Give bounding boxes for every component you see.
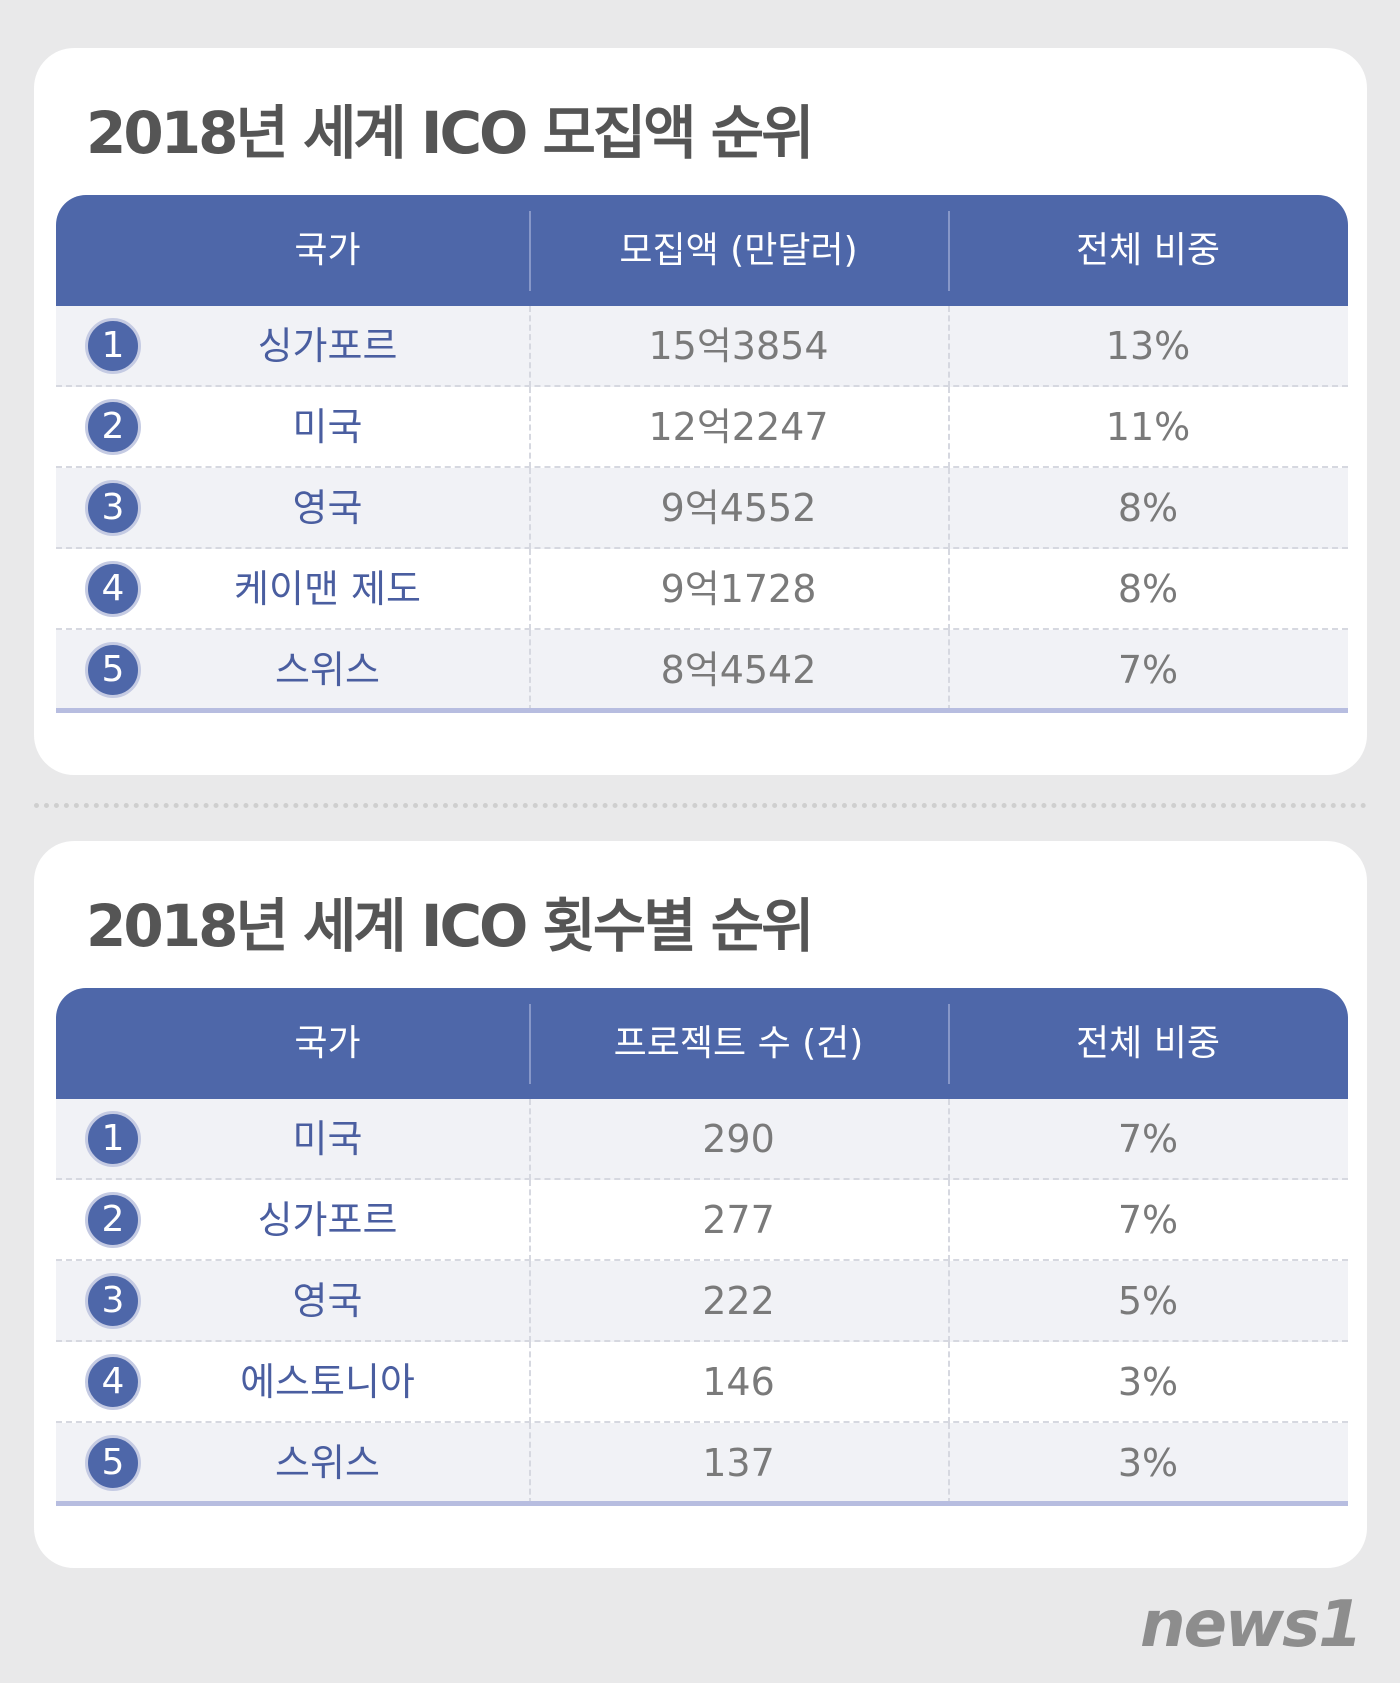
table-row: 4 에스토니아 146 3%: [56, 1342, 1348, 1423]
value: 15억3854: [648, 324, 829, 368]
share: 3%: [1117, 1441, 1179, 1485]
header-cell: 모집액 (만달러): [619, 230, 858, 271]
table-header: 국가 모집액 (만달러) 전체 비중: [56, 195, 1348, 306]
row-divider: [948, 1180, 950, 1261]
row-divider: [529, 387, 531, 468]
table-row: 2 미국 12억2247 11%: [56, 387, 1348, 468]
table-row: 1 미국 290 7%: [56, 1099, 1348, 1180]
row-divider: [948, 306, 950, 387]
country: 스위스: [275, 1441, 380, 1485]
header-cell: 전체 비중: [1076, 1023, 1220, 1064]
table-bottom-line: [56, 1501, 1348, 1506]
table-row: 3 영국 9억4552 8%: [56, 468, 1348, 549]
share: 13%: [1105, 324, 1191, 368]
value: 12억2247: [648, 405, 829, 449]
rank-badge: 3: [85, 1273, 141, 1329]
value: 290: [702, 1117, 775, 1161]
header-cell: 국가: [294, 230, 361, 271]
logo: news1: [1140, 1588, 1363, 1662]
header-divider: [948, 1004, 950, 1084]
row-divider: [529, 1423, 531, 1504]
header-cell: 국가: [294, 1023, 361, 1064]
table-row: 3 영국 222 5%: [56, 1261, 1348, 1342]
row-divider: [948, 1099, 950, 1180]
header-divider: [948, 211, 950, 291]
header-divider: [529, 1004, 531, 1084]
row-divider: [529, 630, 531, 711]
country: 스위스: [275, 648, 380, 692]
row-divider: [948, 549, 950, 630]
rank-badge: 3: [85, 480, 141, 536]
row-divider: [529, 549, 531, 630]
panel-title: 2018년 세계 ICO 모집액 순위: [86, 99, 815, 167]
row-divider: [529, 1261, 531, 1342]
separator: [34, 803, 1367, 808]
header-divider: [529, 211, 531, 291]
share: 7%: [1117, 1117, 1179, 1161]
table-row: 4 케이맨 제도 9억1728 8%: [56, 549, 1348, 630]
share: 7%: [1117, 1198, 1179, 1242]
share: 8%: [1117, 567, 1179, 611]
row-divider: [529, 1099, 531, 1180]
row-divider: [948, 630, 950, 711]
country: 미국: [292, 1117, 363, 1161]
header-cell: 전체 비중: [1076, 230, 1220, 271]
rank-badge: 4: [85, 1354, 141, 1410]
row-divider: [529, 468, 531, 549]
header-cell: 프로젝트 수 (건): [613, 1023, 864, 1064]
row-divider: [529, 1180, 531, 1261]
value: 9억1728: [660, 567, 817, 611]
country: 에스토니아: [240, 1360, 415, 1404]
country: 케이맨 제도: [234, 567, 421, 611]
country: 미국: [292, 405, 363, 449]
country: 싱가포르: [257, 324, 398, 368]
value: 8억4542: [660, 648, 817, 692]
rank-badge: 1: [85, 318, 141, 374]
rank-badge: 2: [85, 1192, 141, 1248]
country: 싱가포르: [257, 1198, 398, 1242]
rank-badge: 4: [85, 561, 141, 617]
share: 7%: [1117, 648, 1179, 692]
row-divider: [948, 1261, 950, 1342]
share: 11%: [1105, 405, 1191, 449]
share: 8%: [1117, 486, 1179, 530]
table-header: 국가 프로젝트 수 (건) 전체 비중: [56, 988, 1348, 1099]
value: 277: [702, 1198, 775, 1242]
country: 영국: [292, 1279, 363, 1323]
rank-badge: 2: [85, 399, 141, 455]
row-divider: [948, 1423, 950, 1504]
share: 3%: [1117, 1360, 1179, 1404]
panel-title: 2018년 세계 ICO 횟수별 순위: [86, 892, 815, 960]
row-divider: [529, 1342, 531, 1423]
table-row: 2 싱가포르 277 7%: [56, 1180, 1348, 1261]
country: 영국: [292, 486, 363, 530]
row-divider: [948, 1342, 950, 1423]
rank-badge: 5: [85, 1435, 141, 1491]
rank-badge: 1: [85, 1111, 141, 1167]
table-bottom-line: [56, 708, 1348, 713]
value: 222: [702, 1279, 775, 1323]
table-row: 5 스위스 137 3%: [56, 1423, 1348, 1504]
rank-badge: 5: [85, 642, 141, 698]
row-divider: [948, 387, 950, 468]
row-divider: [948, 468, 950, 549]
table-row: 1 싱가포르 15억3854 13%: [56, 306, 1348, 387]
share: 5%: [1117, 1279, 1179, 1323]
value: 137: [702, 1441, 775, 1485]
row-divider: [529, 306, 531, 387]
table-row: 5 스위스 8억4542 7%: [56, 630, 1348, 711]
value: 9억4552: [660, 486, 817, 530]
value: 146: [702, 1360, 775, 1404]
